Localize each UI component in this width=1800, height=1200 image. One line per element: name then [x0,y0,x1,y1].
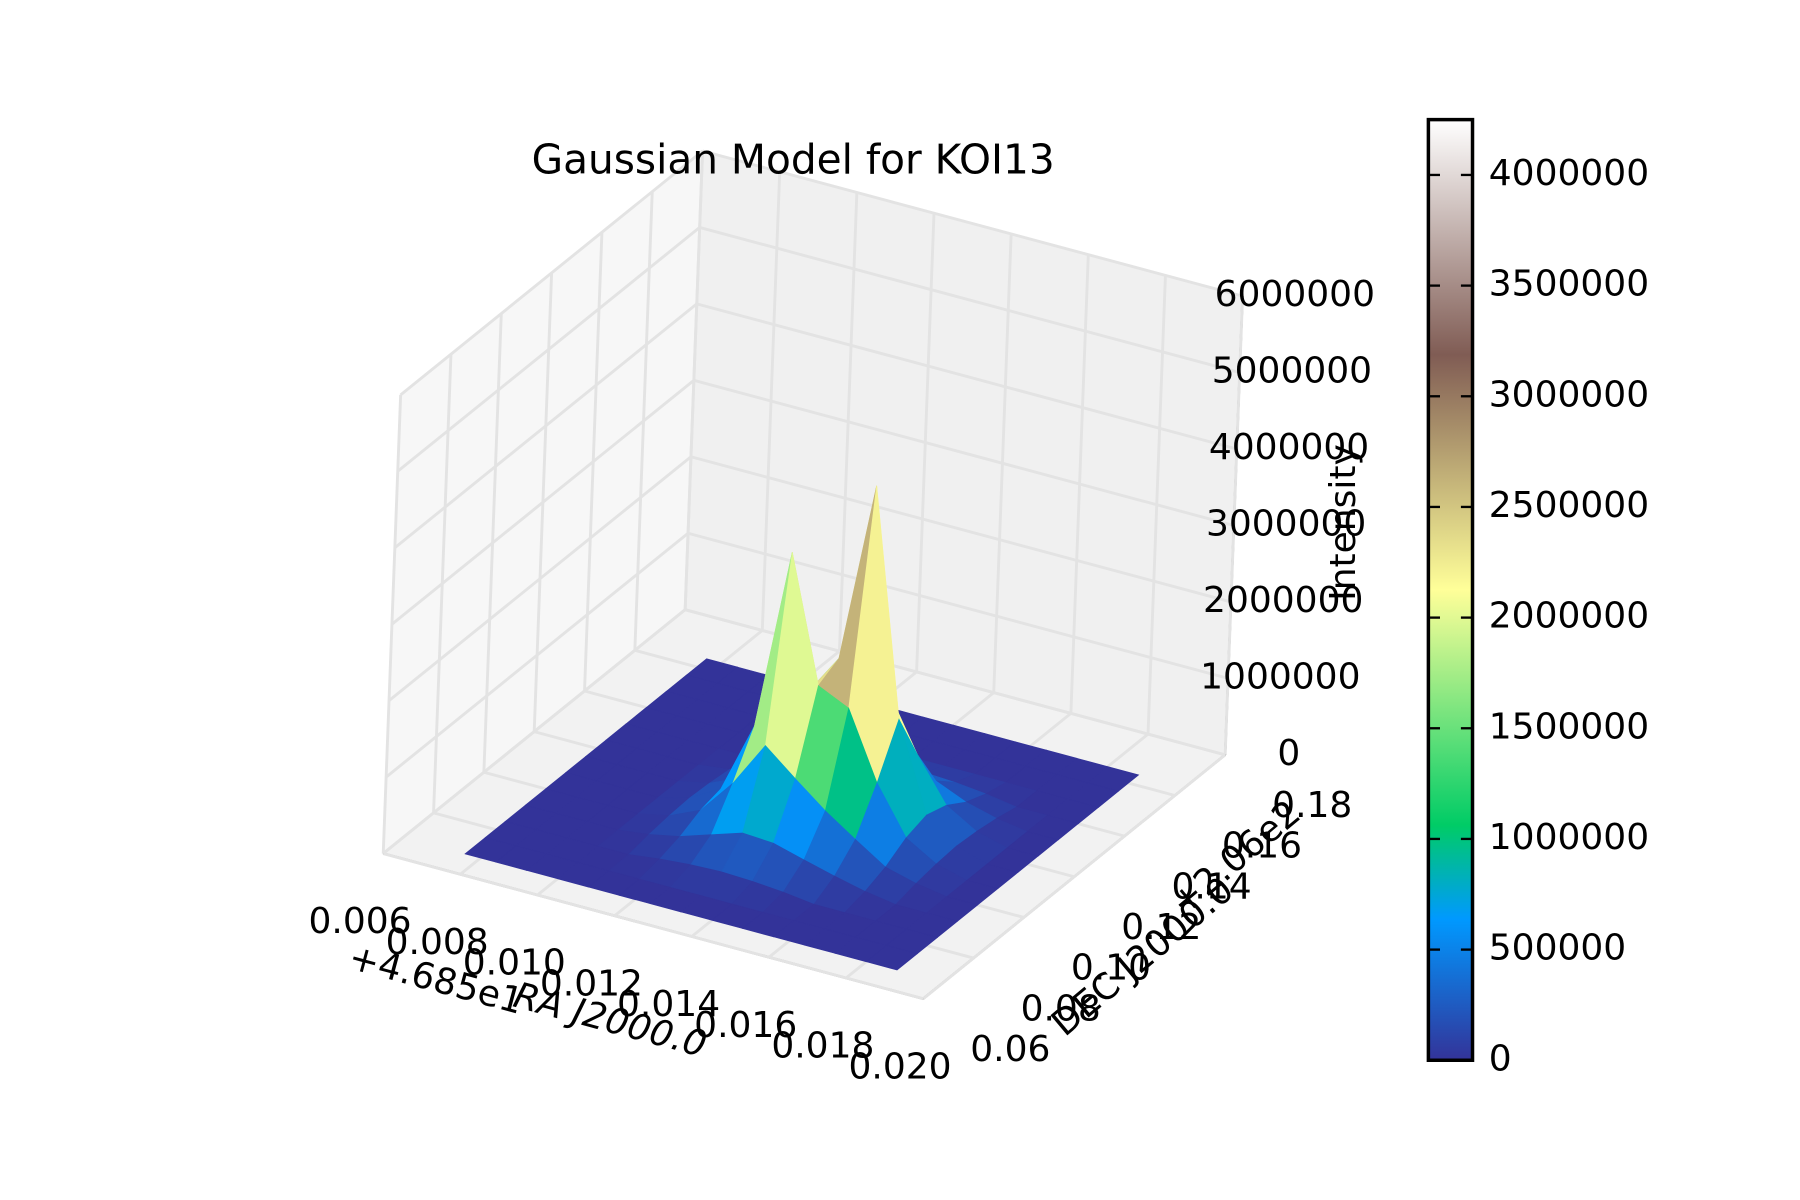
grid-line [702,149,1243,298]
y-tick-label: 0.14 [1172,866,1252,907]
x-tick-label: 0.008 [386,922,489,963]
x-tick-label: 0.010 [463,943,566,984]
colorbar-tick-label: 2500000 [1489,485,1649,526]
y-tick-label: 0.08 [1021,988,1101,1029]
colorbar-tick-label: 0 [1489,1038,1512,1079]
colorbar-tick-label: 1500000 [1489,706,1649,747]
grid-line [382,852,924,1001]
y-tick-label: 0.18 [1272,785,1352,826]
z-axis-label: Intensity [1323,444,1364,601]
y-tick-label: 0.06 [970,1029,1050,1070]
x-tick-label: 0.006 [308,901,411,942]
z-tick-label: 0 [1277,733,1300,774]
labels: 0.0060.0080.0100.0120.0140.0160.0180.020… [308,274,1375,1087]
x-tick-label: 0.018 [771,1026,874,1067]
x-tick-label: 0.014 [617,984,720,1025]
grid-line [391,379,695,626]
colorbar [1426,117,1475,1063]
grid-line [696,302,1238,451]
grid-line [693,378,1235,527]
colorbar-tick-label: 500000 [1489,928,1626,969]
grid-line [399,149,704,396]
x-tick-label: 0.016 [694,1005,797,1046]
z-tick-label: 6000000 [1215,274,1375,315]
x-tick-label: 0.020 [848,1046,951,1087]
z-tick-label: 2000000 [1203,580,1363,621]
chart-title: Gaussian Model for KOI13 [532,136,1055,184]
surface [464,485,1140,971]
colorbar-tick-label: 1000000 [1489,817,1649,858]
y-tick-label: 0.10 [1071,948,1151,989]
y-tick-label: 0.12 [1121,907,1201,948]
z-tick-label: 1000000 [1200,656,1360,697]
grid-line [396,226,701,473]
y-tick-label: 0.16 [1222,826,1302,867]
grid-line [687,531,1229,680]
z-tick-label: 4000000 [1209,427,1369,468]
grid-line [382,608,687,855]
grid-line [690,455,1232,604]
z-tick-label: 3000000 [1206,503,1366,544]
colorbar-tick-label: 3500000 [1489,264,1649,305]
colorbar-tick-label: 3000000 [1489,374,1649,415]
z-tick-label: 5000000 [1212,351,1372,392]
grid-line [699,226,1241,374]
grid-line [388,455,692,702]
colorbar-tick-label: 2000000 [1489,596,1649,637]
x-tick-label: 0.012 [540,963,643,1004]
grid-line [393,302,698,549]
grid-line [385,532,689,779]
colorbar-tick-label: 4000000 [1489,153,1649,194]
surface-patch [865,945,918,971]
